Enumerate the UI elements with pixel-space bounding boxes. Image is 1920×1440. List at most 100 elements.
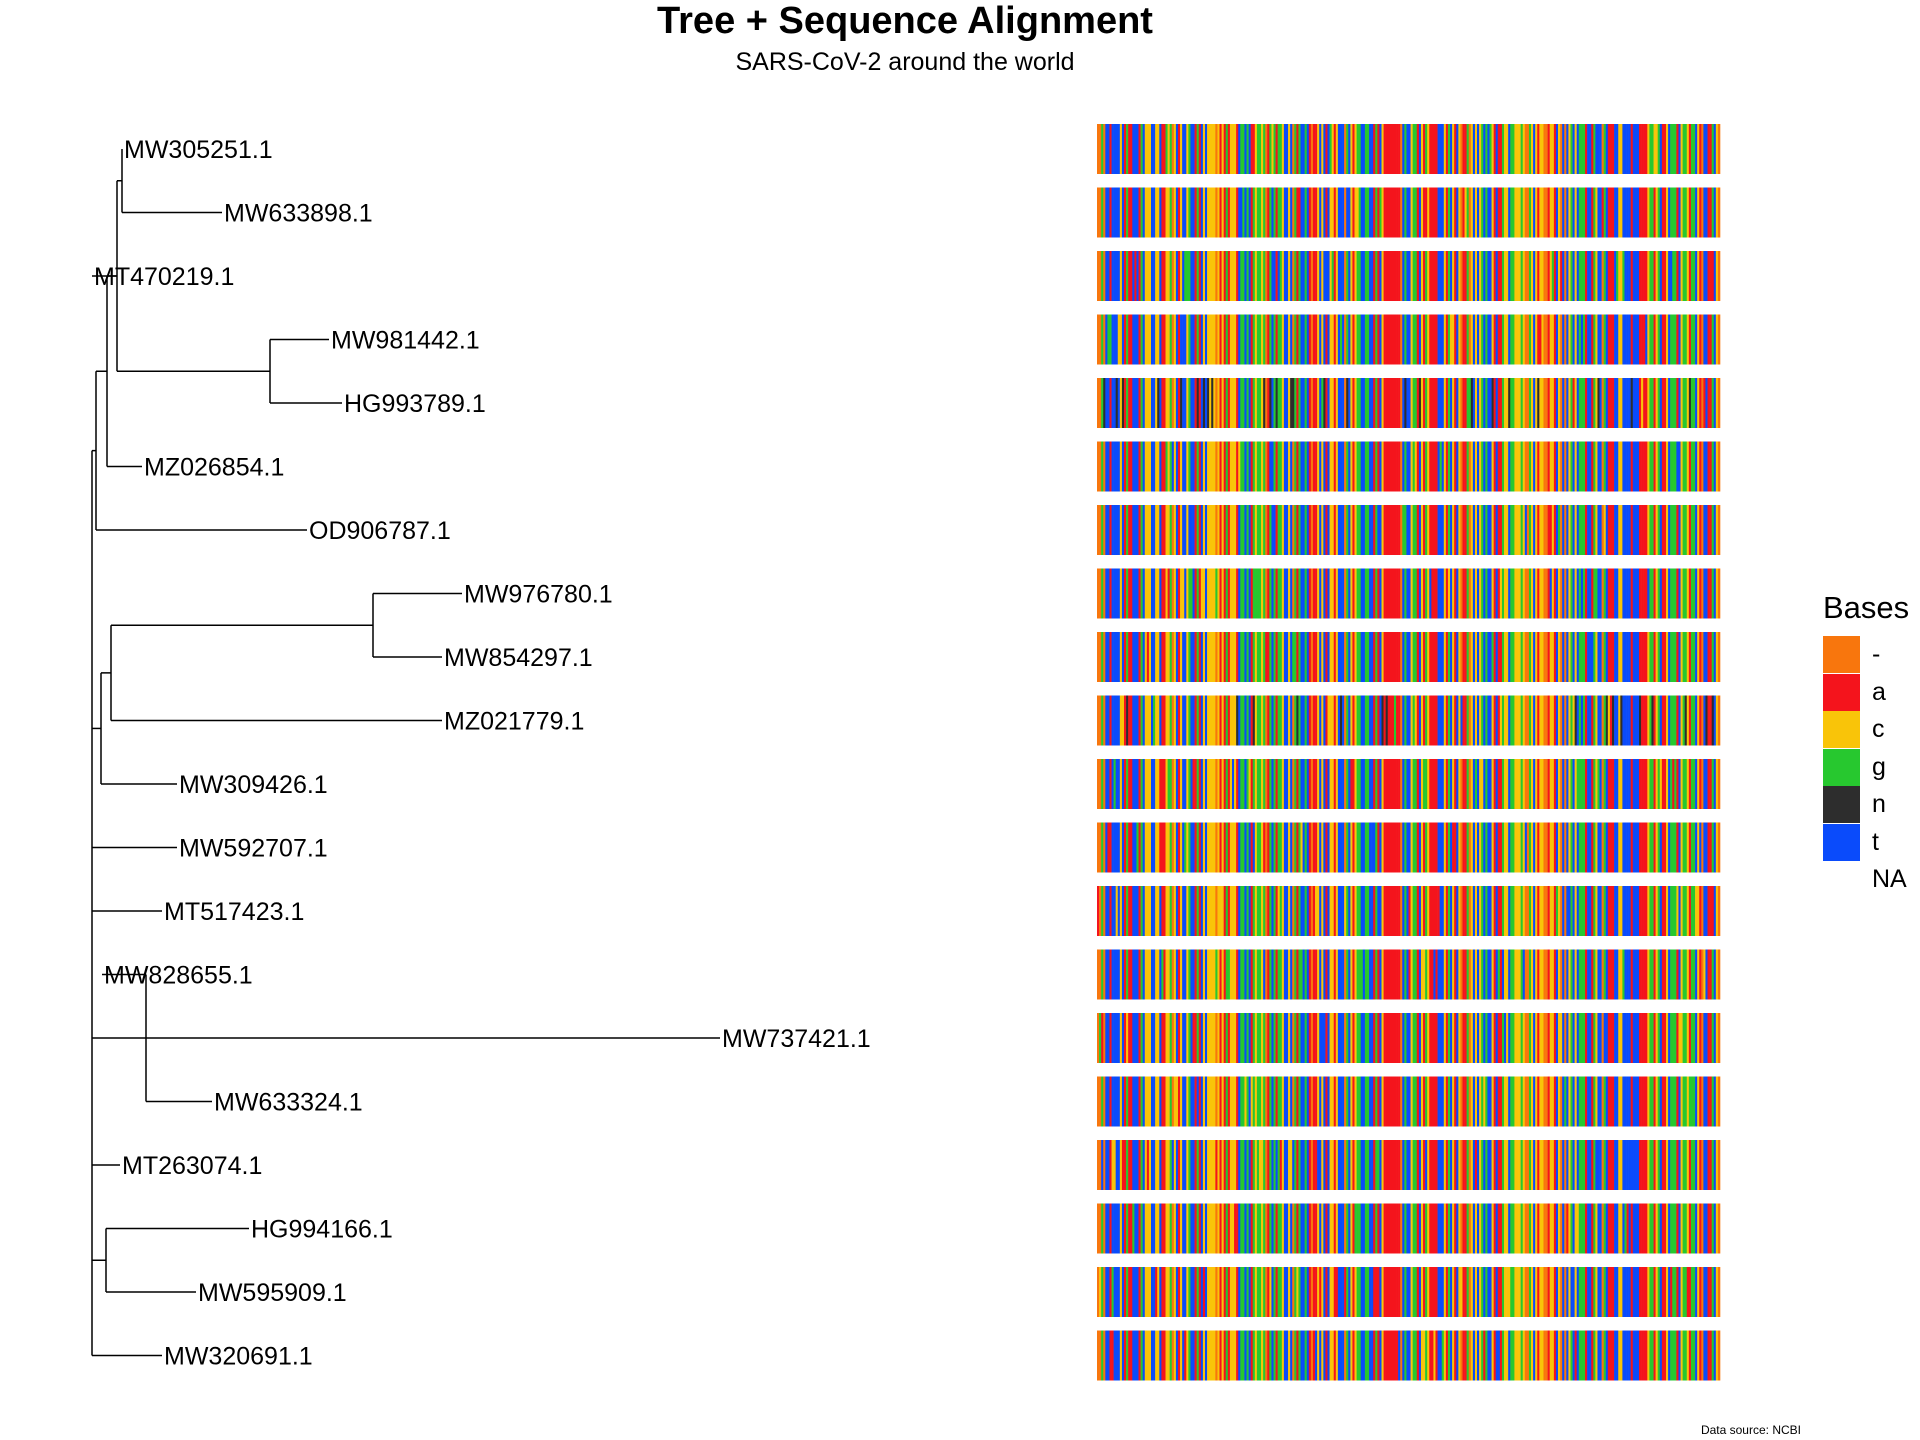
alignment-cell — [1404, 632, 1407, 682]
alignment-cell — [1105, 378, 1108, 428]
alignment-cell — [1558, 759, 1561, 809]
alignment-cell — [1555, 378, 1559, 428]
alignment-cell — [1541, 124, 1544, 174]
alignment-cell — [1198, 822, 1202, 873]
alignment-cell — [1657, 632, 1661, 682]
alignment-cell — [1242, 1140, 1245, 1190]
alignment-cell — [1649, 187, 1652, 238]
alignment-cell — [1398, 1013, 1401, 1063]
alignment-cell — [1180, 1013, 1183, 1063]
alignment-cell — [1649, 568, 1652, 619]
alignment-cell — [1653, 822, 1656, 873]
alignment-cell — [1354, 632, 1357, 682]
alignment-cell — [1400, 124, 1403, 174]
alignment-cell — [1161, 1140, 1164, 1190]
alignment-cell — [1377, 1013, 1380, 1063]
alignment-cell — [1117, 632, 1121, 682]
alignment-cell — [1254, 1140, 1258, 1190]
alignment-cell — [1111, 695, 1114, 746]
alignment-cell — [1553, 632, 1557, 682]
alignment-cell — [1441, 822, 1445, 873]
alignment-cell — [1595, 1013, 1598, 1063]
alignment-cell — [1545, 568, 1548, 619]
alignment-cell — [1277, 759, 1281, 809]
alignment-cell — [1682, 378, 1685, 428]
alignment-cell — [1508, 124, 1511, 174]
alignment-cell — [1510, 568, 1513, 619]
alignment-cell — [1292, 251, 1295, 301]
alignment-cell — [1358, 441, 1362, 492]
alignment-cell — [1634, 886, 1638, 936]
alignment-cell — [1150, 695, 1154, 746]
alignment-cell — [1159, 187, 1162, 238]
alignment-cell — [1146, 505, 1150, 555]
alignment-cell — [1605, 568, 1609, 619]
alignment-cell — [1229, 314, 1233, 365]
alignment-cell — [1252, 314, 1256, 365]
alignment-cell — [1177, 759, 1181, 809]
alignment-cell — [1597, 1013, 1600, 1063]
alignment-cell — [1107, 124, 1110, 174]
alignment-cell — [1325, 505, 1328, 555]
alignment-cell — [1288, 1140, 1291, 1190]
alignment-cell — [1198, 949, 1202, 1000]
alignment-cell — [1304, 251, 1308, 301]
alignment-cell — [1688, 1076, 1692, 1127]
alignment-cell — [1150, 822, 1154, 873]
alignment-cell — [1456, 1076, 1459, 1127]
alignment-cell — [1593, 187, 1596, 238]
alignment-cell — [1246, 949, 1249, 1000]
alignment-cell — [1325, 759, 1328, 809]
alignment-cell — [1645, 187, 1648, 238]
alignment-cell — [1175, 695, 1179, 746]
alignment-cell — [1105, 1076, 1108, 1127]
alignment-cell — [1560, 441, 1563, 492]
alignment-cell — [1574, 568, 1578, 619]
alignment-cell — [1420, 759, 1424, 809]
alignment-cell — [1585, 632, 1588, 682]
alignment-cell — [1578, 632, 1582, 682]
alignment-cell — [1678, 187, 1681, 238]
alignment-cell — [1603, 251, 1607, 301]
alignment-cell — [1605, 949, 1609, 1000]
alignment-cell — [1477, 1013, 1480, 1063]
alignment-cell — [1630, 1013, 1634, 1063]
alignment-cell — [1703, 695, 1706, 746]
alignment-cell — [1111, 505, 1114, 555]
alignment-cell — [1119, 378, 1123, 428]
alignment-cell — [1651, 632, 1654, 682]
alignment-cell — [1099, 441, 1102, 492]
alignment-cell — [1551, 251, 1555, 301]
alignment-cell — [1113, 251, 1116, 301]
alignment-cell — [1628, 505, 1632, 555]
alignment-cell — [1140, 251, 1143, 301]
alignment-cell — [1574, 1013, 1578, 1063]
alignment-cell — [1431, 568, 1434, 619]
alignment-cell — [1267, 505, 1270, 555]
alignment-cell — [1535, 251, 1538, 301]
alignment-cell — [1391, 759, 1395, 809]
alignment-cell — [1165, 505, 1168, 555]
alignment-cell — [1103, 378, 1106, 428]
alignment-cell — [1447, 505, 1451, 555]
alignment-cell — [1134, 886, 1137, 936]
alignment-cell — [1279, 251, 1283, 301]
alignment-cell — [1485, 759, 1488, 809]
alignment-cell — [1462, 124, 1465, 174]
alignment-cell — [1396, 251, 1399, 301]
alignment-cell — [1599, 251, 1602, 301]
alignment-cell — [1377, 378, 1380, 428]
alignment-cell — [1366, 1013, 1370, 1063]
alignment-cell — [1591, 886, 1594, 936]
alignment-cell — [1551, 1076, 1555, 1127]
alignment-cell — [1578, 378, 1582, 428]
alignment-cell — [1400, 695, 1403, 746]
alignment-cell — [1182, 632, 1185, 682]
alignment-cell — [1514, 1076, 1517, 1127]
alignment-cell — [1200, 124, 1204, 174]
alignment-cell — [1180, 441, 1183, 492]
alignment-cell — [1240, 759, 1243, 809]
alignment-cell — [1103, 1076, 1106, 1127]
alignment-cell — [1128, 124, 1131, 174]
alignment-cell — [1186, 124, 1189, 174]
